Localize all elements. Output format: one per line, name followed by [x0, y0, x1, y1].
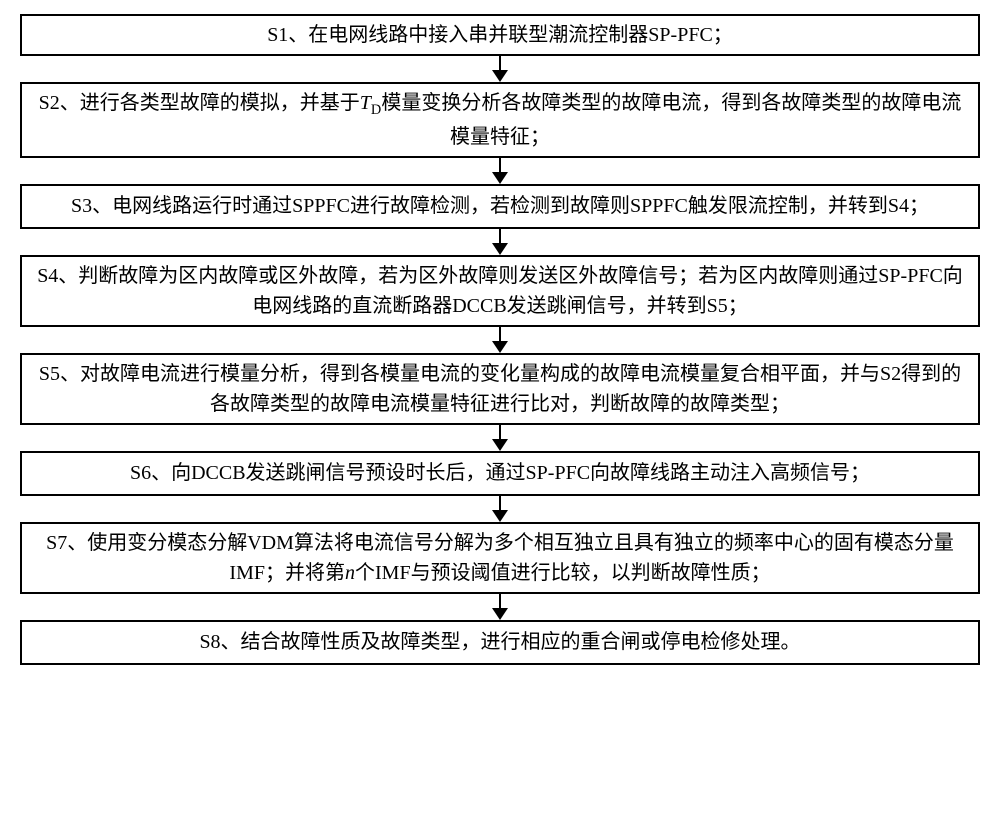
flow-step-text: S7、使用变分模态分解VDM算法将电流信号分解为多个相互独立且具有独立的频率中心…	[32, 528, 968, 588]
flow-step-S4: S4、判断故障为区内故障或区外故障，若为区外故障则发送区外故障信号；若为区内故障…	[20, 255, 980, 327]
flow-arrow	[492, 594, 508, 620]
flow-arrow	[492, 158, 508, 184]
flow-arrow	[492, 496, 508, 522]
flow-step-S3: S3、电网线路运行时通过SPPFC进行故障检测，若检测到故障则SPPFC触发限流…	[20, 184, 980, 229]
flow-arrow	[492, 229, 508, 255]
flow-arrow	[492, 327, 508, 353]
flowchart-container: S1、在电网线路中接入串并联型潮流控制器SP-PFC； S2、进行各类型故障的模拟…	[20, 14, 980, 665]
flow-step-S7: S7、使用变分模态分解VDM算法将电流信号分解为多个相互独立且具有独立的频率中心…	[20, 522, 980, 594]
flow-arrow	[492, 425, 508, 451]
flow-step-text: S2、进行各类型故障的模拟，并基于TD模量变换分析各故障类型的故障电流，得到各故…	[32, 88, 968, 152]
flow-step-text: S1、在电网线路中接入串并联型潮流控制器SP-PFC；	[267, 20, 733, 50]
flow-step-S1: S1、在电网线路中接入串并联型潮流控制器SP-PFC；	[20, 14, 980, 56]
flow-step-text: S4、判断故障为区内故障或区外故障，若为区外故障则发送区外故障信号；若为区内故障…	[32, 261, 968, 321]
flow-step-S2: S2、进行各类型故障的模拟，并基于TD模量变换分析各故障类型的故障电流，得到各故…	[20, 82, 980, 158]
flow-step-text: S6、向DCCB发送跳闸信号预设时长后，通过SP-PFC向故障线路主动注入高频信…	[130, 458, 870, 488]
flow-step-S5: S5、对故障电流进行模量分析，得到各模量电流的变化量构成的故障电流模量复合相平面…	[20, 353, 980, 425]
flow-step-S8: S8、结合故障性质及故障类型，进行相应的重合闸或停电检修处理。	[20, 620, 980, 665]
flow-arrow	[492, 56, 508, 82]
flow-step-text: S3、电网线路运行时通过SPPFC进行故障检测，若检测到故障则SPPFC触发限流…	[71, 191, 929, 221]
flow-step-text: S5、对故障电流进行模量分析，得到各模量电流的变化量构成的故障电流模量复合相平面…	[32, 359, 968, 419]
flow-step-S6: S6、向DCCB发送跳闸信号预设时长后，通过SP-PFC向故障线路主动注入高频信…	[20, 451, 980, 496]
flow-step-text: S8、结合故障性质及故障类型，进行相应的重合闸或停电检修处理。	[199, 627, 800, 657]
